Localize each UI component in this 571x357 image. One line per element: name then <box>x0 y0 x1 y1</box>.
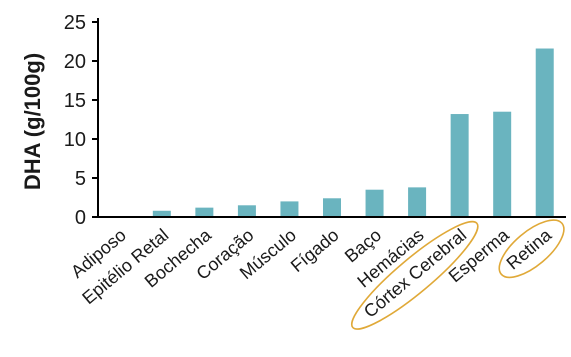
y-axis-title: DHA (g/100g) <box>20 53 45 190</box>
bar-1 <box>152 210 171 217</box>
bars-layer <box>152 48 554 217</box>
y-tick-label: 20 <box>64 51 86 73</box>
bar-2 <box>195 207 214 217</box>
y-axis-title-group: DHA (g/100g) <box>20 53 45 190</box>
bar-6 <box>365 189 384 217</box>
bar-10 <box>535 48 554 217</box>
y-tick-label: 10 <box>64 129 86 151</box>
bar-3 <box>237 205 256 217</box>
highlight-layer <box>350 219 565 330</box>
bar-7 <box>408 187 427 217</box>
y-tick-labels: 0 5 10 15 20 25 <box>64 12 98 229</box>
bar-8 <box>450 114 469 217</box>
x-category-label: Fígado <box>287 225 343 276</box>
highlight-ellipse <box>350 220 479 330</box>
y-tick-label: 25 <box>64 12 86 34</box>
bar-9 <box>493 111 512 217</box>
y-tick-label: 0 <box>75 207 86 229</box>
bar-4 <box>280 201 299 217</box>
axis-layer <box>92 18 566 218</box>
x-category-label: Retina <box>503 224 556 273</box>
highlight-ellipse <box>498 219 565 279</box>
y-tick-label: 15 <box>64 90 86 112</box>
y-tick-label: 5 <box>75 168 86 190</box>
bar-5 <box>323 198 341 217</box>
